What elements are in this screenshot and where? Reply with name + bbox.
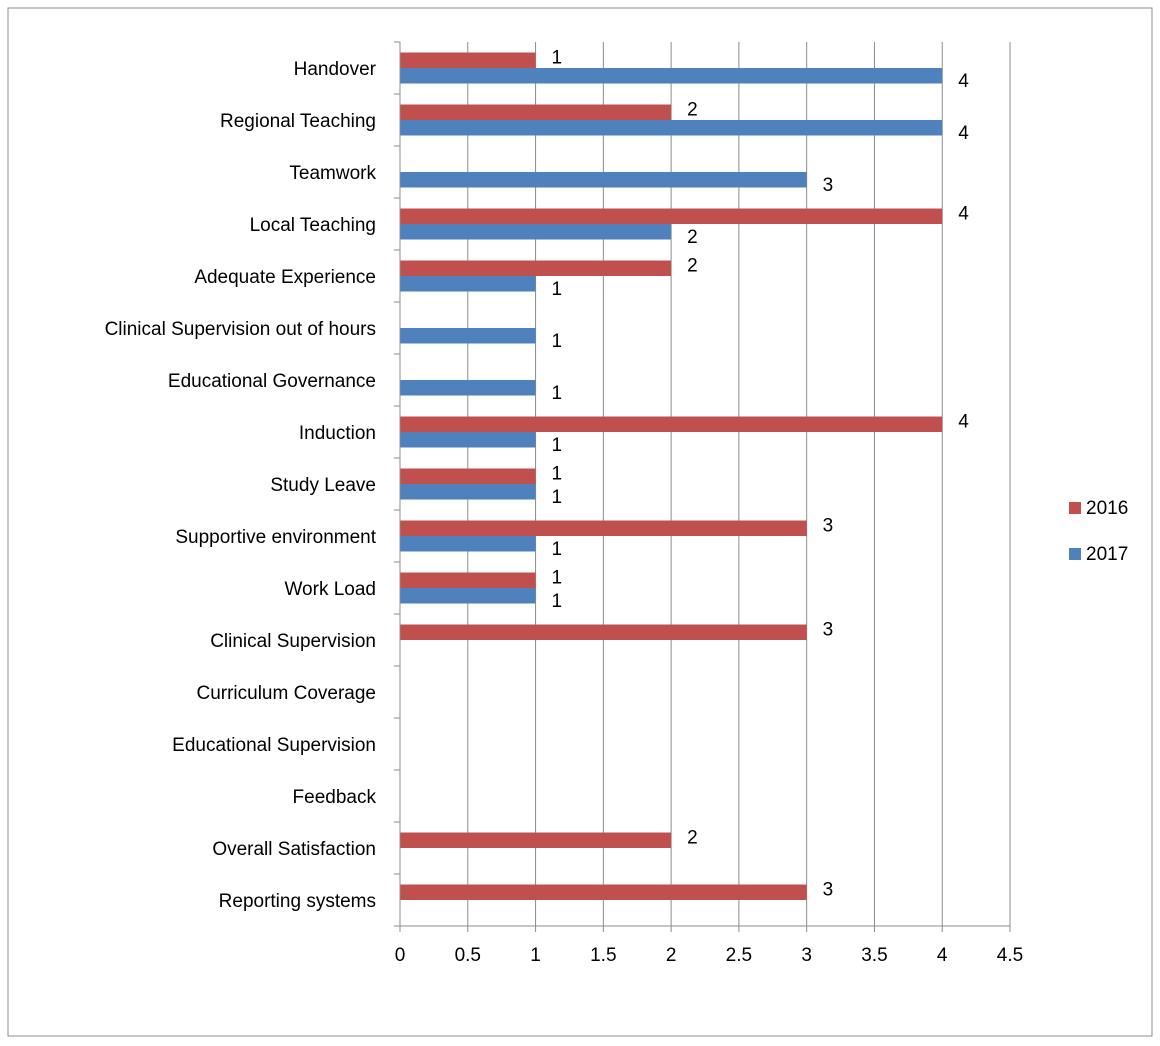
x-tick-label-4-5: 4.5 <box>997 945 1023 966</box>
category-label-teamwork: Teamwork <box>289 163 376 184</box>
data-label-2017-handover: 4 <box>958 71 969 92</box>
category-label-adequate-experience: Adequate Experience <box>194 267 376 288</box>
data-label-2016-reporting-systems: 3 <box>823 879 834 900</box>
data-label-2016-clinical-supervision: 3 <box>823 619 834 640</box>
x-tick-label-1: 1 <box>530 945 541 966</box>
data-label-2017-supportive-environment: 1 <box>552 539 563 560</box>
bar-2017-regional-teaching <box>400 120 943 136</box>
category-label-reporting-systems: Reporting systems <box>219 891 376 912</box>
data-label-2017-local-teaching: 2 <box>687 227 698 248</box>
legend: 2016 2017 <box>1069 498 1128 565</box>
legend-label-2016: 2016 <box>1086 498 1128 519</box>
category-label-regional-teaching: Regional Teaching <box>220 111 376 132</box>
bar-2017-clinical-supervision-out-of-hours <box>400 328 536 344</box>
data-label-2017-study-leave: 1 <box>552 487 563 508</box>
category-label-overall-satisfaction: Overall Satisfaction <box>212 839 376 860</box>
bar-2016-local-teaching <box>400 208 943 224</box>
category-label-induction: Induction <box>299 423 376 444</box>
category-label-educational-supervision: Educational Supervision <box>172 735 376 756</box>
data-label-2016-regional-teaching: 2 <box>687 99 698 120</box>
category-label-supportive-environment: Supportive environment <box>175 527 376 548</box>
data-labels: 1 4 2 4 3 4 2 2 1 1 1 4 1 1 1 3 1 1 1 3 2 3 <box>552 47 970 900</box>
bar-2017-study-leave <box>400 484 536 500</box>
data-label-2017-regional-teaching: 4 <box>958 123 969 144</box>
category-label-curriculum-coverage: Curriculum Coverage <box>196 683 376 704</box>
data-label-2016-supportive-environment: 3 <box>823 515 834 536</box>
data-label-2016-induction: 4 <box>958 411 969 432</box>
axes: 0 0.5 1 1.5 2 2.5 3 3.5 4 4.5 Handover Regional Tea… <box>105 41 1023 966</box>
bar-2016-reporting-systems <box>400 884 807 900</box>
x-tick-label-2: 2 <box>666 945 677 966</box>
bar-2017-handover <box>400 68 943 84</box>
data-label-2016-adequate-experience: 2 <box>687 255 698 276</box>
x-tick-label-1-5: 1.5 <box>590 945 616 966</box>
bar-2016-supportive-environment <box>400 520 807 536</box>
category-label-clinical-supervision: Clinical Supervision <box>210 631 376 652</box>
bars <box>400 52 943 900</box>
legend-swatch-2016 <box>1069 502 1081 514</box>
bar-2016-study-leave <box>400 468 536 484</box>
bar-2017-work-load <box>400 588 536 604</box>
bar-2016-work-load <box>400 572 536 588</box>
bar-2016-handover <box>400 52 536 68</box>
bar-2016-clinical-supervision <box>400 624 807 640</box>
category-label-work-load: Work Load <box>284 579 376 600</box>
data-label-2017-adequate-experience: 1 <box>552 279 563 300</box>
x-tick-label-2-5: 2.5 <box>726 945 752 966</box>
data-label-2016-handover: 1 <box>552 47 563 68</box>
x-tick-label-3: 3 <box>801 945 812 966</box>
category-label-study-leave: Study Leave <box>270 475 376 496</box>
bar-2016-adequate-experience <box>400 260 672 276</box>
data-label-2017-work-load: 1 <box>552 591 563 612</box>
category-label-handover: Handover <box>294 59 377 80</box>
x-tick-label-0: 0 <box>395 945 406 966</box>
category-label-educational-governance: Educational Governance <box>168 371 376 392</box>
x-tick-label-3-5: 3.5 <box>861 945 887 966</box>
category-label-feedback: Feedback <box>293 787 377 808</box>
bar-2017-supportive-environment <box>400 536 536 552</box>
data-label-2016-study-leave: 1 <box>552 463 563 484</box>
data-label-2017-induction: 1 <box>552 435 563 456</box>
bar-2017-adequate-experience <box>400 276 536 292</box>
gridlines <box>467 42 1011 926</box>
data-label-2016-work-load: 1 <box>552 567 563 588</box>
bar-2017-teamwork <box>400 172 807 188</box>
data-label-2017-educational-governance: 1 <box>552 383 563 404</box>
bar-2017-induction <box>400 432 536 448</box>
data-label-2016-local-teaching: 4 <box>958 203 969 224</box>
data-label-2017-clinical-supervision-out-of-hours: 1 <box>552 331 563 352</box>
legend-label-2017: 2017 <box>1086 544 1128 565</box>
bar-2016-induction <box>400 416 943 432</box>
data-label-2016-overall-satisfaction: 2 <box>687 827 698 848</box>
legend-swatch-2017 <box>1069 548 1081 560</box>
x-tick-label-4: 4 <box>937 945 948 966</box>
bar-2016-regional-teaching <box>400 104 672 120</box>
bar-2017-educational-governance <box>400 380 536 396</box>
bar-2017-local-teaching <box>400 224 672 240</box>
bar-2016-overall-satisfaction <box>400 832 672 848</box>
category-label-clinical-supervision-out-of-hours: Clinical Supervision out of hours <box>105 319 376 340</box>
data-label-2017-teamwork: 3 <box>823 175 834 196</box>
x-tick-label-0-5: 0.5 <box>455 945 481 966</box>
category-label-local-teaching: Local Teaching <box>250 215 376 236</box>
